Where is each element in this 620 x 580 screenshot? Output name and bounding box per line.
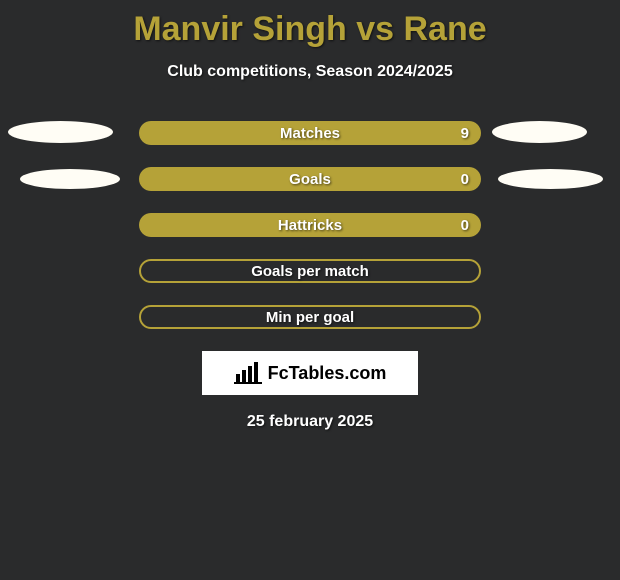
stat-value: 9 xyxy=(461,125,469,142)
stat-value: 0 xyxy=(461,217,469,234)
left-ellipse xyxy=(20,169,120,189)
stat-value: 0 xyxy=(461,171,469,188)
stat-bar: Min per goal xyxy=(139,305,481,329)
bar-chart-icon xyxy=(234,362,262,384)
stat-row: Matches 9 xyxy=(0,121,620,145)
stat-label: Hattricks xyxy=(278,217,342,234)
stat-bar: Goals 0 xyxy=(139,167,481,191)
fctables-logo: FcTables.com xyxy=(202,351,418,395)
stat-row: Hattricks 0 xyxy=(0,213,620,237)
logo-text: FcTables.com xyxy=(268,363,387,384)
stat-row: Min per goal xyxy=(0,305,620,329)
stat-bar: Matches 9 xyxy=(139,121,481,145)
left-ellipse xyxy=(8,121,113,143)
stat-label: Goals per match xyxy=(251,263,369,280)
right-ellipse xyxy=(492,121,587,143)
page-subtitle: Club competitions, Season 2024/2025 xyxy=(0,63,620,81)
stat-row: Goals per match xyxy=(0,259,620,283)
stat-label: Matches xyxy=(280,125,340,142)
page-title: Manvir Singh vs Rane xyxy=(0,0,620,49)
stats-rows: Matches 9 Goals 0 Hattricks 0 Goals per match M… xyxy=(0,121,620,329)
stat-row: Goals 0 xyxy=(0,167,620,191)
date-label: 25 february 2025 xyxy=(0,413,620,431)
stat-label: Min per goal xyxy=(266,309,354,326)
right-ellipse xyxy=(498,169,603,189)
stat-bar: Goals per match xyxy=(139,259,481,283)
stat-label: Goals xyxy=(289,171,331,188)
stat-bar: Hattricks 0 xyxy=(139,213,481,237)
